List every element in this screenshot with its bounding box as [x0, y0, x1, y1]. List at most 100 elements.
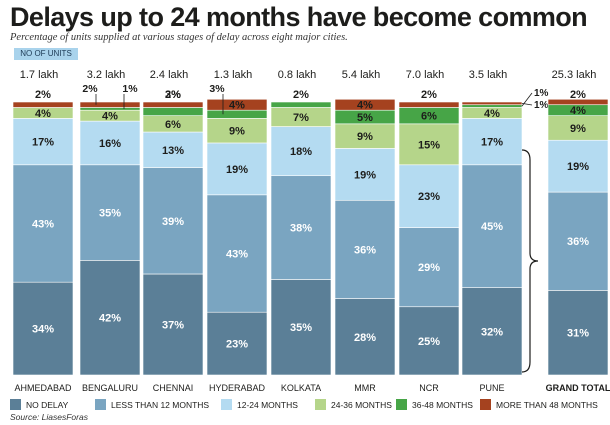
category-label-grand-total: GRAND TOTAL [546, 383, 610, 393]
bar-ahmedabad-more-than-48-months [12, 101, 74, 108]
category-label-hyderabad: HYDERABAD [209, 383, 266, 393]
legend-label-36-48-months: 36-48 MONTHS [412, 399, 473, 410]
data-label-mmr-less-than-12-months: 36% [354, 244, 376, 256]
unit-label-kolkata: 0.8 lakh [278, 69, 317, 81]
data-label-ahmedabad-24-36-months: 4% [35, 108, 51, 120]
bar-chennai-36-48-months [142, 107, 204, 116]
legend-swatch-no-delay [10, 399, 21, 410]
data-label-chennai-more-than-48-months: 2% [165, 89, 181, 101]
data-label-ahmedabad-less-than-12-months: 43% [32, 218, 54, 230]
data-label-bengaluru-less-than-12-months: 35% [99, 208, 121, 220]
unit-label-bengaluru: 3.2 lakh [87, 69, 126, 81]
data-label-ncr-less-than-12-months: 29% [418, 262, 440, 274]
stacked-bar-chart: 1.7 lakh 3.2 lakh 2.4 lakh 1.3 lakh 0.8 lakh… [12, 69, 610, 393]
bar-grand-total-24-36-months [547, 115, 609, 141]
bar-ncr-no-delay [398, 306, 460, 376]
legend-swatch-36-48-months [396, 399, 407, 410]
bar-chennai-no-delay [142, 273, 204, 376]
data-label-bengaluru-12-24-months: 16% [99, 138, 121, 150]
bar-ahmedabad-12-24-months [12, 118, 74, 166]
bar-kolkata-36-48-months [270, 101, 332, 108]
legend-label-24-36-months: 24-36 MONTHS [331, 399, 392, 410]
legend-item-36-48-months: 36-48 MONTHS [396, 399, 473, 410]
data-label-bengaluru-no-delay: 42% [99, 313, 121, 325]
grand-total-brace [521, 149, 539, 373]
data-label-grand-total-24-36-months: 9% [570, 123, 586, 135]
unit-label-grand-total: 25.3 lakh [552, 69, 597, 81]
data-label-grand-total-12-24-months: 19% [567, 161, 589, 173]
legend-swatch-12-24-months [221, 399, 232, 410]
legend-item-24-36-months: 24-36 MONTHS [315, 399, 392, 410]
data-label-hyderabad-36-48-months: 3% [209, 83, 225, 95]
chart-subtitle: Percentage of units supplied at various … [10, 32, 348, 43]
data-label-kolkata-no-delay: 35% [290, 322, 312, 334]
bar-chennai-more-than-48-months [142, 101, 204, 108]
leader-pune-more-than-48-months [521, 102, 533, 106]
source-note: Source: LiasesForas [10, 412, 88, 422]
units-badge: NO OF UNITS [14, 48, 78, 60]
bar-mmr-more-than-48-months [334, 98, 396, 111]
legend-label-no-delay: NO DELAY [26, 399, 69, 410]
data-label-bengaluru-36-48-months: 1% [122, 83, 138, 95]
data-label-ncr-12-24-months: 23% [418, 191, 440, 203]
unit-label-hyderabad: 1.3 lakh [214, 69, 253, 81]
data-label-hyderabad-24-36-months: 9% [229, 126, 245, 138]
bar-mmr-12-24-months [334, 148, 396, 201]
data-label-grand-total-less-than-12-months: 36% [567, 236, 589, 248]
unit-label-chennai: 2.4 lakh [150, 69, 189, 81]
data-label-pune-36-48-months: 1% [534, 88, 549, 99]
category-label-ahmedabad: AHMEDABAD [14, 383, 72, 393]
category-label-mmr: MMR [354, 383, 376, 393]
data-label-pune-12-24-months: 17% [481, 137, 503, 149]
legend-item-no-delay: NO DELAY [10, 399, 68, 410]
data-label-ncr-24-36-months: 15% [418, 139, 440, 151]
bar-ncr-24-36-months [398, 123, 460, 166]
data-label-ahmedabad-more-than-48-months: 2% [35, 89, 51, 101]
legend-item-12-24-months: 12-24 MONTHS [221, 399, 298, 410]
data-label-ahmedabad-no-delay: 34% [32, 324, 54, 336]
bar-bengaluru-36-48-months [79, 107, 141, 111]
bar-hyderabad-less-than-12-months [206, 194, 268, 313]
data-label-ncr-more-than-48-months: 2% [421, 89, 437, 101]
data-label-chennai-24-36-months: 6% [165, 119, 181, 131]
legend-item-more-than-48-months: MORE THAN 48 MONTHS [480, 399, 598, 410]
legend-swatch-more-than-48-months [480, 399, 491, 410]
bar-ahmedabad-no-delay [12, 281, 74, 376]
data-label-bengaluru-more-than-48-months: 2% [82, 83, 98, 95]
data-label-hyderabad-no-delay: 23% [226, 339, 248, 351]
data-label-ncr-36-48-months: 6% [421, 111, 437, 123]
unit-label-ahmedabad: 1.7 lakh [20, 69, 59, 81]
data-label-mmr-more-than-48-months: 4% [357, 100, 373, 112]
unit-label-pune: 3.5 lakh [469, 69, 508, 81]
legend-label-12-24-months: 12-24 MONTHS [237, 399, 298, 410]
data-label-ncr-no-delay: 25% [418, 336, 440, 348]
bar-chennai-12-24-months [142, 131, 204, 168]
bar-grand-total-less-than-12-months [547, 191, 609, 291]
bar-pune-more-than-48-months [461, 101, 523, 106]
bar-hyderabad-more-than-48-months [206, 98, 268, 111]
data-label-ahmedabad-12-24-months: 17% [32, 137, 54, 149]
unit-label-ncr: 7.0 lakh [406, 69, 445, 81]
data-label-bengaluru-24-36-months: 4% [102, 111, 118, 123]
category-label-bengaluru: BENGALURU [82, 383, 138, 393]
data-label-hyderabad-more-than-48-months: 4% [229, 100, 245, 112]
unit-label-mmr: 5.4 lakh [342, 69, 381, 81]
bar-ncr-less-than-12-months [398, 227, 460, 308]
bar-grand-total-no-delay [547, 290, 609, 376]
data-label-kolkata-less-than-12-months: 38% [290, 223, 312, 235]
bar-kolkata-less-than-12-months [270, 175, 332, 280]
data-label-pune-less-than-12-months: 45% [481, 221, 503, 233]
category-label-chennai: CHENNAI [153, 383, 194, 393]
bar-kolkata-no-delay [270, 279, 332, 376]
data-label-chennai-36-48-months: 3% [165, 89, 181, 101]
bar-kolkata-12-24-months [270, 126, 332, 177]
legend-item-less-than-12-months: LESS THAN 12 MONTHS [95, 399, 209, 410]
bar-pune-36-48-months [461, 104, 523, 108]
data-label-chennai-less-than-12-months: 39% [162, 216, 184, 228]
bar-grand-total-12-24-months [547, 139, 609, 193]
bar-pune-no-delay [461, 287, 523, 376]
category-label-pune: PUNE [479, 383, 504, 393]
data-label-chennai-12-24-months: 13% [162, 145, 184, 157]
legend-label-more-than-48-months: MORE THAN 48 MONTHS [496, 399, 598, 410]
legend-swatch-less-than-12-months [95, 399, 106, 410]
